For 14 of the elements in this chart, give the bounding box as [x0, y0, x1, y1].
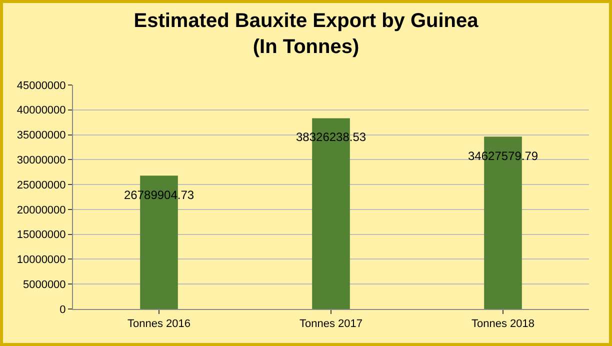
- y-tick-label: 35000000: [16, 130, 66, 142]
- y-tick-label: 45000000: [16, 80, 66, 92]
- y-tick-label: 0: [60, 304, 66, 316]
- y-tick-label: 15000000: [16, 229, 66, 242]
- y-tick-label: 20000000: [16, 204, 66, 216]
- y-tick-label: 40000000: [16, 104, 66, 117]
- y-tick-label: 30000000: [16, 154, 66, 167]
- chart-title: Estimated Bauxite Export by Guinea (In Tonnes): [134, 10, 480, 58]
- y-tick-label: 5000000: [22, 278, 66, 291]
- x-tick-label: Tonnes 2016: [128, 318, 190, 330]
- x-tick-label: Tonnes 2017: [300, 318, 362, 330]
- y-tick-label: 25000000: [16, 179, 66, 192]
- x-tick-label: Tonnes 2018: [472, 318, 534, 330]
- y-tick-label: 10000000: [16, 254, 66, 266]
